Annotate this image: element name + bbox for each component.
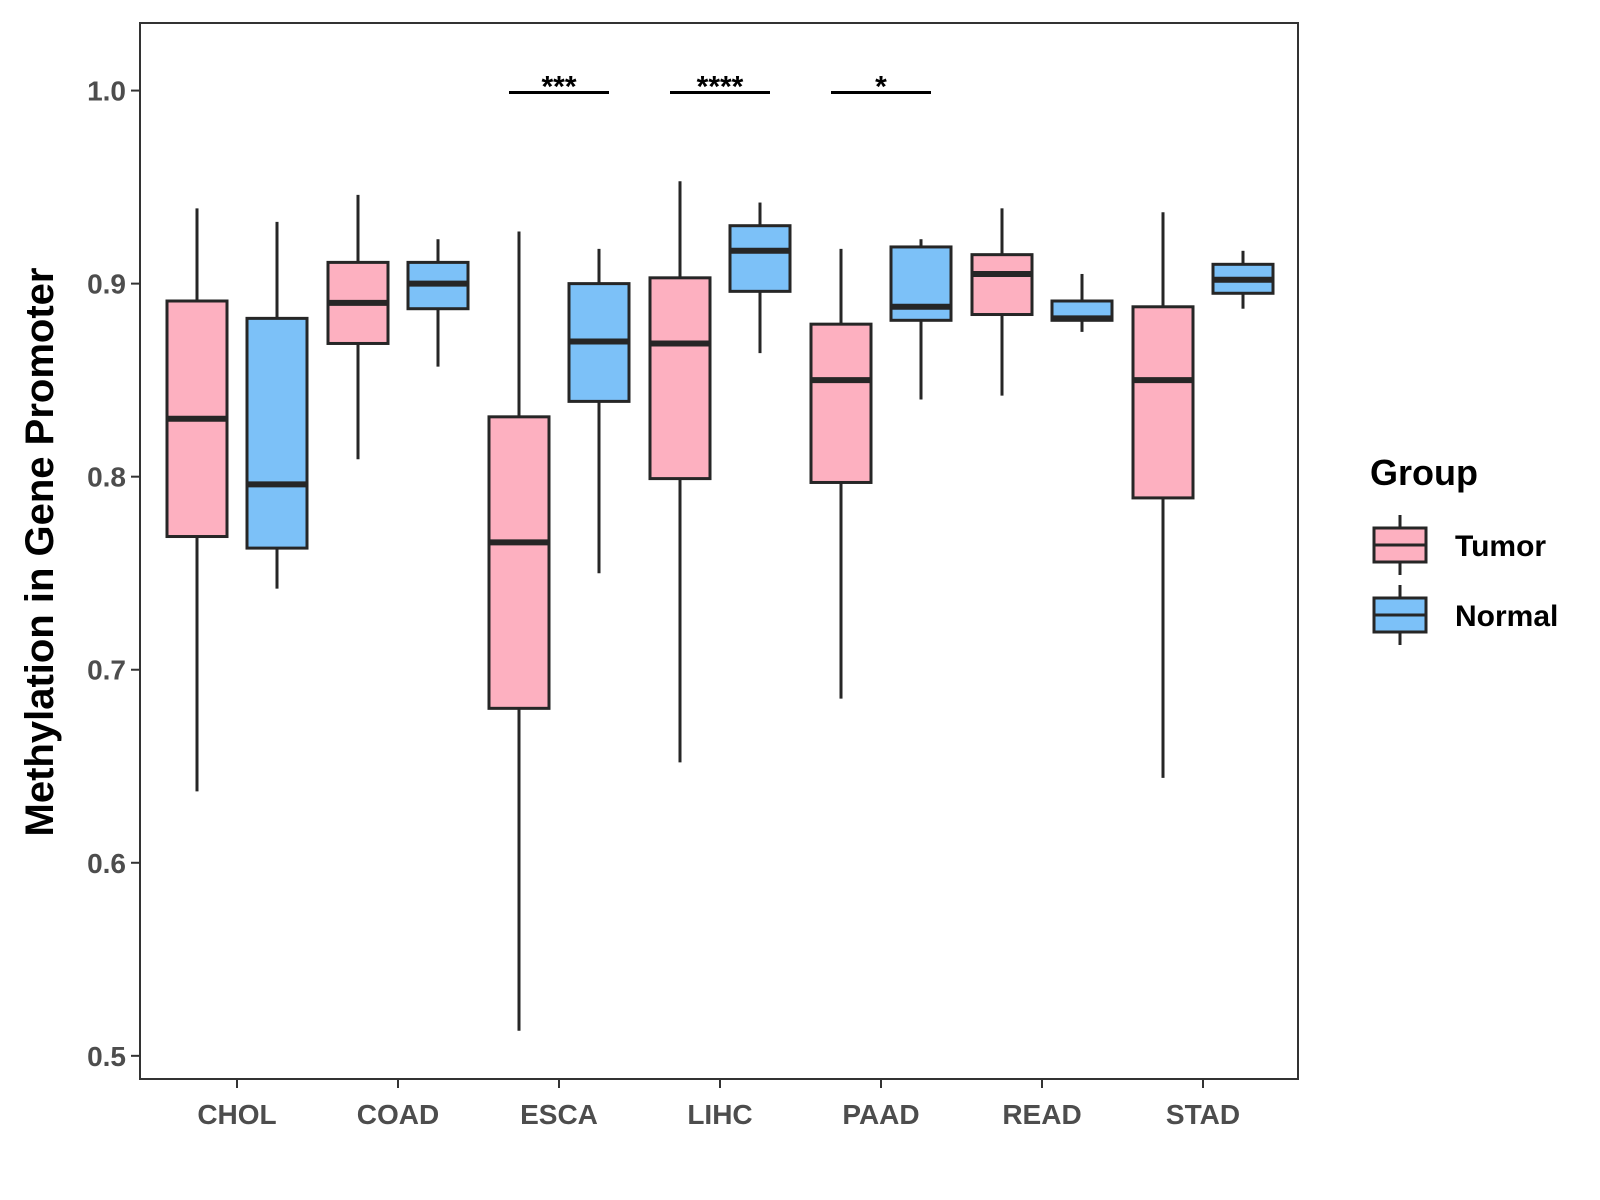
x-tick-label: ESCA <box>520 1099 598 1130</box>
legend-label: Normal <box>1455 600 1558 633</box>
box-normal-chol <box>245 221 309 589</box>
y-tick-label: 1.0 <box>87 76 126 107</box>
box-body <box>245 316 309 550</box>
box-normal-esca <box>567 248 631 574</box>
x-tick-label: PAAD <box>842 1099 919 1130</box>
y-tick-label: 0.5 <box>87 1041 126 1072</box>
box-body <box>487 415 551 710</box>
y-tick-label: 0.6 <box>87 848 126 879</box>
box-normal-stad <box>1211 250 1275 309</box>
box-normal-read <box>1050 273 1114 332</box>
y-axis-title: Methylation in Gene Promoter <box>18 268 62 837</box>
y-tick-label: 0.7 <box>87 655 126 686</box>
x-tick-label: COAD <box>357 1099 439 1130</box>
box-tumor-paad <box>809 248 873 699</box>
x-tick-label: STAD <box>1166 1099 1240 1130</box>
x-tick-label: CHOL <box>197 1099 276 1130</box>
box-tumor-chol <box>165 208 229 792</box>
box-tumor-coad <box>326 194 390 460</box>
significance-label: * <box>875 70 887 103</box>
box-body <box>728 224 792 293</box>
x-tick-label: READ <box>1002 1099 1081 1130</box>
box-series <box>165 181 1275 1031</box>
x-axis: CHOL COAD ESCA LIHC PAAD READ STAD <box>197 1079 1240 1130</box>
y-tick-label: 0.8 <box>87 462 126 493</box>
legend-title: Group <box>1370 452 1478 493</box>
legend-label: Tumor <box>1455 530 1546 563</box>
box-tumor-lihc <box>648 181 712 763</box>
box-body <box>648 276 712 481</box>
box-normal-coad <box>406 239 470 367</box>
x-tick-label: LIHC <box>687 1099 752 1130</box>
box-body <box>809 322 873 484</box>
box-tumor-esca <box>487 231 551 1031</box>
legend: Group Tumor Normal <box>1370 452 1558 645</box>
box-normal-paad <box>889 239 953 400</box>
box-body <box>1131 305 1195 500</box>
y-axis: 0.5 0.6 0.7 0.8 0.9 1.0 <box>87 76 140 1072</box>
significance-annotations: *** **** * <box>509 70 931 103</box>
significance-label: **** <box>697 70 744 103</box>
y-tick-label: 0.9 <box>87 269 126 300</box>
legend-entry-normal: Normal <box>1372 585 1558 645</box>
box-body <box>970 253 1034 317</box>
box-tumor-read <box>970 208 1034 396</box>
legend-entry-tumor: Tumor <box>1372 515 1546 575</box>
significance-label: *** <box>541 70 576 103</box>
box-normal-lihc <box>728 202 792 354</box>
box-tumor-stad <box>1131 212 1195 778</box>
